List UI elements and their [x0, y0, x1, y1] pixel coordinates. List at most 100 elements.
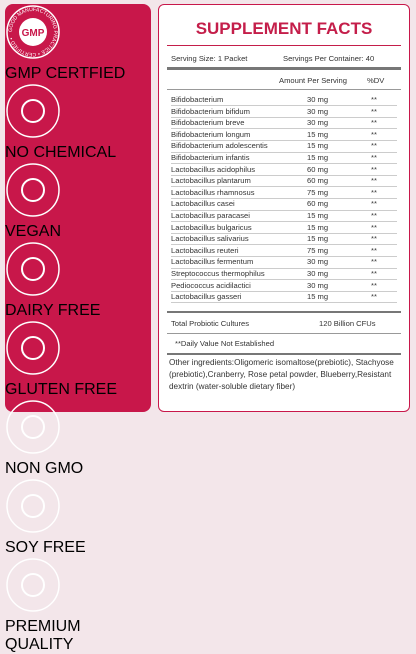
icon-ring	[6, 321, 60, 375]
row-rule	[171, 290, 397, 292]
ingredient-amount: 60 mg	[307, 176, 329, 186]
ingredient-amount: 15 mg	[307, 129, 329, 139]
ingredient-dv: **	[371, 176, 377, 186]
icon-shape	[21, 257, 45, 281]
ingredient-name: Bifidobacterium breve	[171, 118, 245, 128]
rule	[167, 89, 401, 90]
row-rule	[171, 221, 397, 223]
icon-ring	[6, 400, 60, 454]
row-rule	[171, 128, 397, 130]
row-rule	[171, 186, 397, 188]
ingredient-dv: **	[371, 257, 377, 267]
icon-shape	[21, 494, 45, 518]
amount-header: Amount Per Serving	[279, 76, 347, 85]
total-label: Total Probiotic Cultures	[171, 319, 250, 328]
ingredient-dv: **	[371, 106, 377, 116]
serving-size: Serving Size: 1 Packet	[171, 54, 248, 63]
badge: SOY FREE	[5, 478, 151, 557]
ingredient-dv: **	[371, 222, 377, 232]
row-rule	[171, 116, 397, 118]
ingredient-name: Bifidobacterium infantis	[171, 153, 250, 162]
ingredient-name: Lactobacillus acidophilus	[171, 164, 256, 174]
ingredient-amount: 15 mg	[307, 141, 329, 151]
icon-ring	[6, 242, 60, 296]
ingredient-name: Bifidobacterium	[171, 95, 224, 104]
badge-icon	[6, 321, 60, 375]
badge-label: DAIRY FREE	[5, 302, 101, 319]
badge: VEGAN	[5, 162, 151, 241]
ingredient-dv: **	[371, 129, 377, 139]
icon-ring	[6, 84, 60, 138]
ingredient-name: Streptococcus thermophilus	[171, 269, 265, 278]
ingredient-amount: 75 mg	[307, 245, 329, 255]
footnote: **Daily Value Not Established	[175, 339, 275, 348]
facts-title: SUPPLEMENT FACTS	[195, 19, 373, 38]
ingredient-name: Bifidobacterium longum	[171, 129, 251, 139]
ingredient-name: Lactobacillus bulgaricus	[171, 222, 252, 232]
icon-shape	[21, 573, 45, 597]
badge: PREMIUM QUALITY	[5, 557, 151, 654]
icon-ring	[6, 479, 60, 533]
icon-ring	[6, 163, 60, 217]
badge-label: GLUTEN FREE	[5, 381, 118, 398]
ingredient-dv: **	[371, 187, 377, 197]
ingredient-dv: **	[371, 245, 377, 255]
icon-shape	[21, 415, 45, 439]
icon-ring	[6, 558, 60, 612]
ingredient-amount: 60 mg	[307, 164, 329, 174]
badge-label: VEGAN	[5, 223, 62, 240]
page: GOOD MANUFACTURING PRACTICE • CERTIFIED …	[5, 4, 410, 653]
total-amount: 120 Billion CFUs	[319, 319, 376, 328]
badge-panel: GOOD MANUFACTURING PRACTICE • CERTIFIED …	[5, 4, 151, 653]
ingredient-dv: **	[371, 199, 377, 209]
badge-label: NO CHEMICAL	[5, 144, 117, 161]
servings-per-container: Servings Per Container: 40	[283, 54, 375, 63]
row-rule	[171, 105, 397, 107]
row-rule	[171, 279, 397, 281]
other-ingredients: Other ingredients:Oligomeric isomaltose(…	[169, 358, 394, 391]
ingredient-dv: **	[371, 280, 377, 290]
ingredient-amount: 30 mg	[307, 280, 329, 290]
badge-icon: GOOD MANUFACTURING PRACTICE • CERTIFIED …	[6, 5, 60, 59]
badge-icon	[6, 242, 60, 296]
row-rule	[171, 151, 397, 153]
badge: GOOD MANUFACTURING PRACTICE • CERTIFIED …	[5, 4, 151, 83]
icon-shape	[21, 178, 45, 202]
row-rule	[171, 267, 397, 269]
row-rule	[171, 174, 397, 176]
ingredient-name: Lactobacillus salivarius	[171, 234, 249, 244]
ingredient-amount: 15 mg	[307, 222, 329, 232]
row-rule	[171, 244, 397, 246]
badge-icon	[6, 163, 60, 217]
ingredient-name: Bifidobacterium bifidum	[171, 106, 250, 116]
ingredient-amount: 30 mg	[307, 95, 329, 104]
facts-panel: SUPPLEMENT FACTS Serving Size: 1 Packet …	[158, 4, 410, 412]
badge-icon	[6, 479, 60, 533]
ingredient-dv: **	[371, 118, 377, 128]
row-rule	[171, 232, 397, 234]
rule	[167, 333, 401, 334]
icon-inner	[19, 18, 47, 46]
rule	[167, 67, 401, 70]
icon-ring	[6, 5, 60, 59]
row-rule	[171, 140, 397, 141]
icon-shape	[21, 99, 45, 123]
dv-header: %DV	[367, 76, 385, 85]
ingredient-name: Lactobacillus paracasei	[171, 211, 250, 220]
icon-shape	[21, 336, 45, 360]
row-rule	[171, 302, 397, 304]
rule	[167, 353, 401, 355]
ingredient-amount: 30 mg	[307, 118, 329, 128]
badge: NON GMO	[5, 399, 151, 478]
row-rule	[171, 256, 397, 257]
ingredient-amount: 15 mg	[307, 234, 329, 244]
ingredient-name: Lactobacillus rhamnosus	[171, 187, 255, 197]
row-rule	[171, 163, 397, 165]
badge: NO CHEMICAL	[5, 83, 151, 162]
ingredient-amount: 30 mg	[307, 106, 329, 116]
ingredient-amount: 75 mg	[307, 187, 329, 197]
ingredient-amount: 15 mg	[307, 153, 329, 162]
ingredient-dv: **	[371, 164, 377, 174]
row-rule	[171, 209, 397, 211]
ingredient-name: Lactobacillus plantarum	[171, 176, 251, 186]
